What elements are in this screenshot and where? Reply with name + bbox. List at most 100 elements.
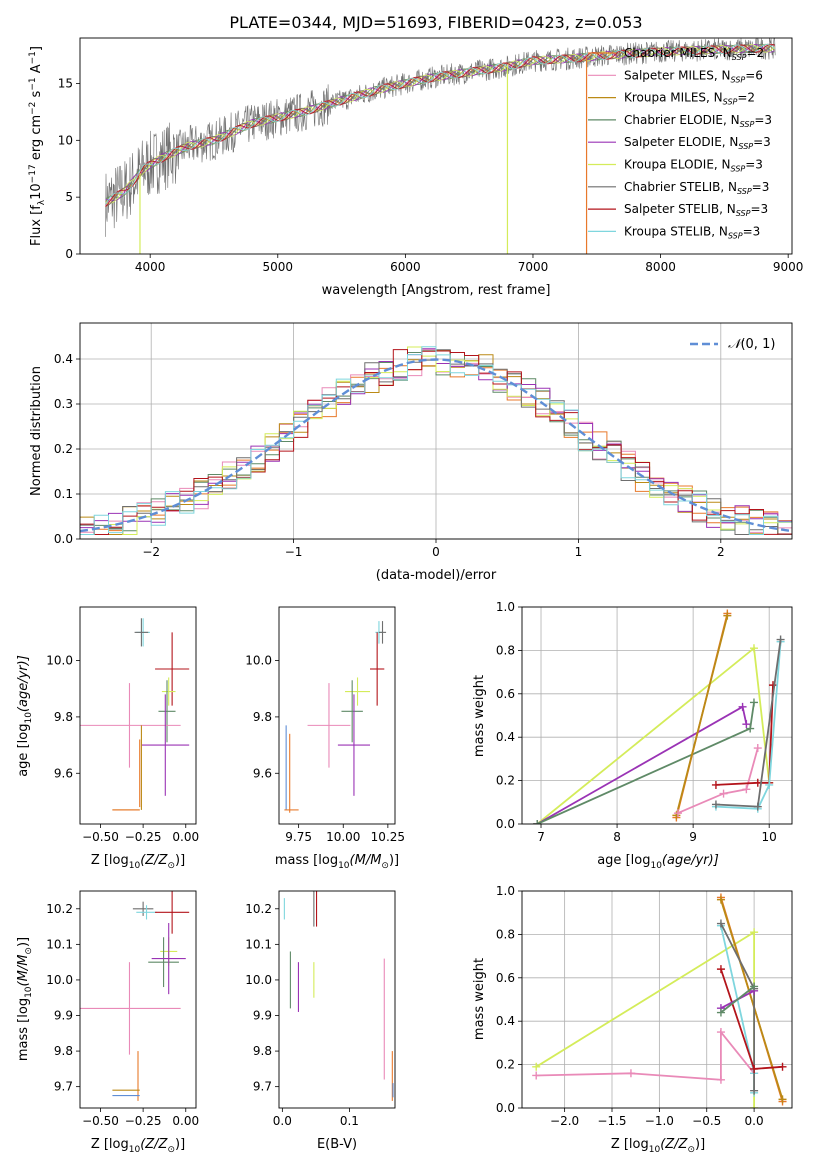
y-axis-label-part: λ [37,199,47,205]
chart-spectrum: 4000 5000 6000 7000 8000 9000 0 5 10 15 wavelength… [28,37,803,298]
legend-entry-tail: =3 [752,180,770,194]
y-tick-label: 9.8 [54,710,73,724]
chart-age-vs-Z: −0.50 −0.25 0.009.69.810.0Z [log10(Z/Z⊙)]a… [16,606,199,871]
legend-entry-tail: =3 [754,113,772,127]
x-axis-label-tail: (age/yr)] [662,853,719,868]
y-axis-label-end: )] [16,937,31,947]
legend-entry-sub: SSP [723,98,738,107]
axes-frame [79,322,793,540]
weight-series-marker [742,785,751,794]
legend-entry-label: Kroupa MILES, N [624,91,723,105]
weight-series-line [675,615,729,816]
weight-series-marker [750,928,759,937]
x-axis-label-sun: ⊙ [167,861,175,871]
x-axis-label-sub: 10 [338,861,350,871]
y-axis-label-tail: (M/M [16,955,31,987]
weight-series-marker [716,1008,725,1017]
y-tick-label: 10.0 [46,654,73,668]
y-tick-label: 9.6 [253,766,272,780]
x-tick-label: −0.50 [82,1114,119,1128]
x-axis-label-base: Z [log [611,1137,649,1152]
weight-series-marker [749,698,758,707]
plot-area [283,891,394,1101]
legend-entry-tail: =3 [750,202,768,216]
weight-series-marker [753,802,762,811]
model-spectrum-line [105,43,775,204]
y-axis-label-part: erg cm [29,115,44,164]
weight-series-marker [750,1104,759,1108]
x-axis-label-end: )] [389,853,399,868]
y-axis-label-part: ] [29,46,44,51]
y-tick-label: 9.8 [253,710,272,724]
y-tick-label: 0.8 [496,643,515,657]
weight-series-line [677,747,759,814]
x-tick-label: 0.0 [745,1114,764,1128]
legend-entry-sub: SSP [737,187,752,196]
weight-series-marker [532,1071,541,1080]
plot-area [80,346,792,535]
legend-entry: Chabrier ELODIE, NSSP=3 [624,113,772,129]
x-axis-label: Z [log10(Z/Z⊙)] [91,853,185,871]
y-tick-label: 9.8 [253,1044,272,1058]
legend-entry-tail: =3 [745,158,763,172]
weight-series-marker [711,780,720,789]
y-tick-label: 0.2 [496,774,515,788]
legend-entry-label: Kroupa ELODIE, N [624,158,731,172]
y-tick-label: 10.2 [46,902,73,916]
y-tick-label: 0 [65,247,73,261]
legend-entry: Chabrier STELIB, NSSP=3 [624,180,769,196]
x-axis-label-tail: (M/M [350,853,382,868]
y-tick-label: 10.0 [245,973,272,987]
legend-entry-sub: SSP [738,142,753,151]
y-axis-label-part: 10 [29,183,44,200]
x-axis-label-sun: ⊙ [687,1145,695,1155]
legend-entry-tail: =6 [745,68,763,82]
x-tick-label: 9 [689,830,697,844]
y-axis-label-part: −17 [28,164,38,183]
y-axis-label: mass [log10(M/M⊙)] [16,937,34,1061]
legend-entry: Salpeter ELODIE, NSSP=3 [624,135,771,151]
x-axis-label: Z [log10(Z/Z⊙)] [611,1137,705,1155]
chart-mass-vs-EBV: 0.0 0.1 9.7 9.8 9.9 10.0 10.1 10.2 E(B-V) [245,890,396,1152]
y-tick-label: 0.4 [54,352,73,366]
histogram-step-series [80,346,792,535]
weight-series-marker [716,1075,725,1084]
weight-series-marker [768,681,777,690]
x-axis-label-base: wavelength [Angstrom, rest frame] [322,283,551,298]
x-tick-label: 7000 [518,260,549,274]
weight-series-marker [776,635,785,644]
y-axis-label-base: mass [log [16,998,31,1061]
legend-entry-label: Salpeter ELODIE, N [624,135,738,149]
x-axis-label-sub: 10 [129,1145,141,1155]
x-axis-label-sub: 10 [650,861,662,871]
legend-entry-label: Chabrier ELODIE, N [624,113,740,127]
y-tick-label: 0.4 [496,730,515,744]
x-tick-label: 0.0 [273,1114,292,1128]
y-axis-label-sub: 10 [24,986,34,998]
y-axis-label-base: age [log [16,724,31,777]
chart-residual-histogram: −2 −1 0 1 2 0.0 0.1 0.2 0.3 0.4 (data-model)/error… [29,322,793,583]
x-tick-label: −1.5 [597,1114,626,1128]
x-axis-label: wavelength [Angstrom, rest frame] [322,283,551,298]
histogram-step-series [80,346,792,535]
y-tick-label: 1.0 [496,600,515,614]
legend-entry-label: Chabrier STELIB, N [624,180,737,194]
model-spectrum-line [105,43,775,208]
x-tick-label: −2.0 [550,1114,579,1128]
y-axis-label-part: s [29,90,44,101]
weight-series-line [715,685,774,786]
x-axis-label-tail: (Z/Z [660,1137,688,1152]
weight-series-marker [753,744,762,753]
y-tick-label: 10.0 [245,654,272,668]
model-spectrum-line [105,44,775,204]
legend-entry-sub: SSP [740,120,755,129]
weight-series-marker [723,611,732,620]
x-tick-label: 10 [762,830,777,844]
x-tick-label: −0.50 [82,830,119,844]
x-tick-label: 10.00 [326,830,360,844]
y-axis-label: Flux [fλ10−17 erg cm−2 s−1 A−1] [28,46,47,246]
y-tick-label: 10.1 [46,937,73,951]
weight-series-line [720,899,784,1100]
